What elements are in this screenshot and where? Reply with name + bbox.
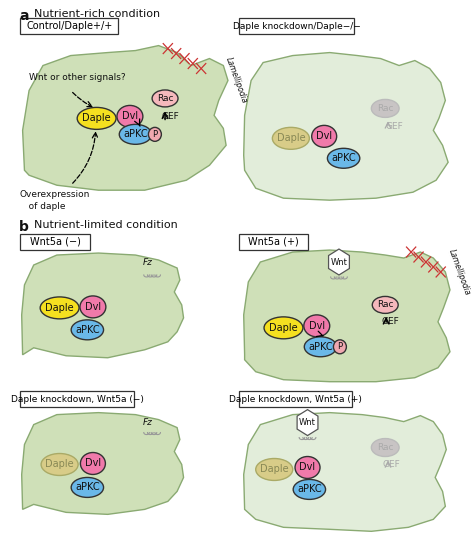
Text: P: P [337,342,343,351]
Ellipse shape [148,127,161,141]
Text: Dvl: Dvl [85,302,101,312]
Text: aPKC: aPKC [297,484,322,494]
Ellipse shape [372,296,398,314]
Text: a: a [19,9,28,22]
Text: aPKC: aPKC [123,129,148,139]
Text: Wnt: Wnt [330,257,347,266]
Text: Daple: Daple [46,303,74,313]
Text: Rac: Rac [377,301,393,309]
Ellipse shape [328,148,360,169]
Text: Fz: Fz [143,418,153,426]
Ellipse shape [264,317,303,339]
Text: Dvl: Dvl [309,321,325,331]
Text: Wnt: Wnt [299,418,316,427]
Text: Dvl: Dvl [85,458,101,469]
Text: Daple: Daple [269,323,298,333]
Text: Fz: Fz [143,258,153,267]
Text: aPKC: aPKC [75,483,100,492]
Ellipse shape [40,297,79,319]
Text: Lamellipodia: Lamellipodia [224,56,249,105]
Polygon shape [244,52,448,200]
Text: Wnt5a (−): Wnt5a (−) [29,236,81,247]
Text: aPKC: aPKC [75,325,100,335]
Text: Daple knockdown, Wnt5a (−): Daple knockdown, Wnt5a (−) [11,395,144,403]
Polygon shape [23,45,228,190]
Polygon shape [22,412,183,514]
Polygon shape [244,412,447,531]
Text: of daple: of daple [20,202,65,211]
Text: Daple knockdown/Daple−/−: Daple knockdown/Daple−/− [233,21,360,30]
Ellipse shape [80,296,106,318]
Text: aPKC: aPKC [331,154,356,163]
Ellipse shape [295,456,320,478]
Ellipse shape [71,320,103,340]
Text: Rac: Rac [377,104,393,113]
Text: b: b [19,220,29,234]
Ellipse shape [255,458,293,480]
Ellipse shape [71,477,103,498]
Ellipse shape [371,100,399,117]
Text: Overexpression: Overexpression [20,190,90,199]
Ellipse shape [117,105,143,127]
Text: Daple: Daple [276,133,305,143]
Text: P: P [152,130,157,139]
Text: GEF: GEF [161,112,179,121]
Ellipse shape [81,453,105,475]
Ellipse shape [273,127,310,149]
Text: Nutrient-limited condition: Nutrient-limited condition [34,220,177,230]
Polygon shape [22,253,183,358]
Text: Daple knockdown, Wnt5a (+): Daple knockdown, Wnt5a (+) [229,395,362,403]
Text: Wnt or other signals?: Wnt or other signals? [29,73,126,81]
Ellipse shape [304,315,330,337]
Text: Rac: Rac [157,94,173,103]
Text: Daple: Daple [82,113,111,124]
FancyBboxPatch shape [20,391,134,407]
Text: Control/Daple+/+: Control/Daple+/+ [26,21,112,31]
Text: GEF: GEF [385,122,403,131]
FancyBboxPatch shape [20,18,118,34]
Text: aPKC: aPKC [308,342,333,352]
FancyBboxPatch shape [238,234,308,249]
Ellipse shape [333,340,346,354]
Ellipse shape [293,479,326,499]
Ellipse shape [312,125,337,147]
Ellipse shape [152,90,178,107]
FancyBboxPatch shape [238,18,354,34]
Text: GEF: GEF [382,317,399,326]
Polygon shape [244,250,450,381]
Text: Nutrient-rich condition: Nutrient-rich condition [34,9,160,19]
Text: Wnt5a (+): Wnt5a (+) [248,236,299,247]
Text: Lamellipodia: Lamellipodia [447,248,472,296]
Text: Dvl: Dvl [122,111,138,121]
Text: Dvl: Dvl [300,462,316,472]
Text: GEF: GEF [383,460,400,469]
Ellipse shape [119,124,152,144]
Ellipse shape [371,439,399,456]
Text: Daple: Daple [46,460,74,470]
Text: Daple: Daple [260,464,289,475]
FancyBboxPatch shape [238,391,352,407]
Ellipse shape [77,108,116,129]
Text: Rac: Rac [377,443,393,452]
FancyBboxPatch shape [20,234,90,249]
Ellipse shape [41,454,78,476]
Text: Dvl: Dvl [316,131,332,141]
Ellipse shape [304,337,337,357]
